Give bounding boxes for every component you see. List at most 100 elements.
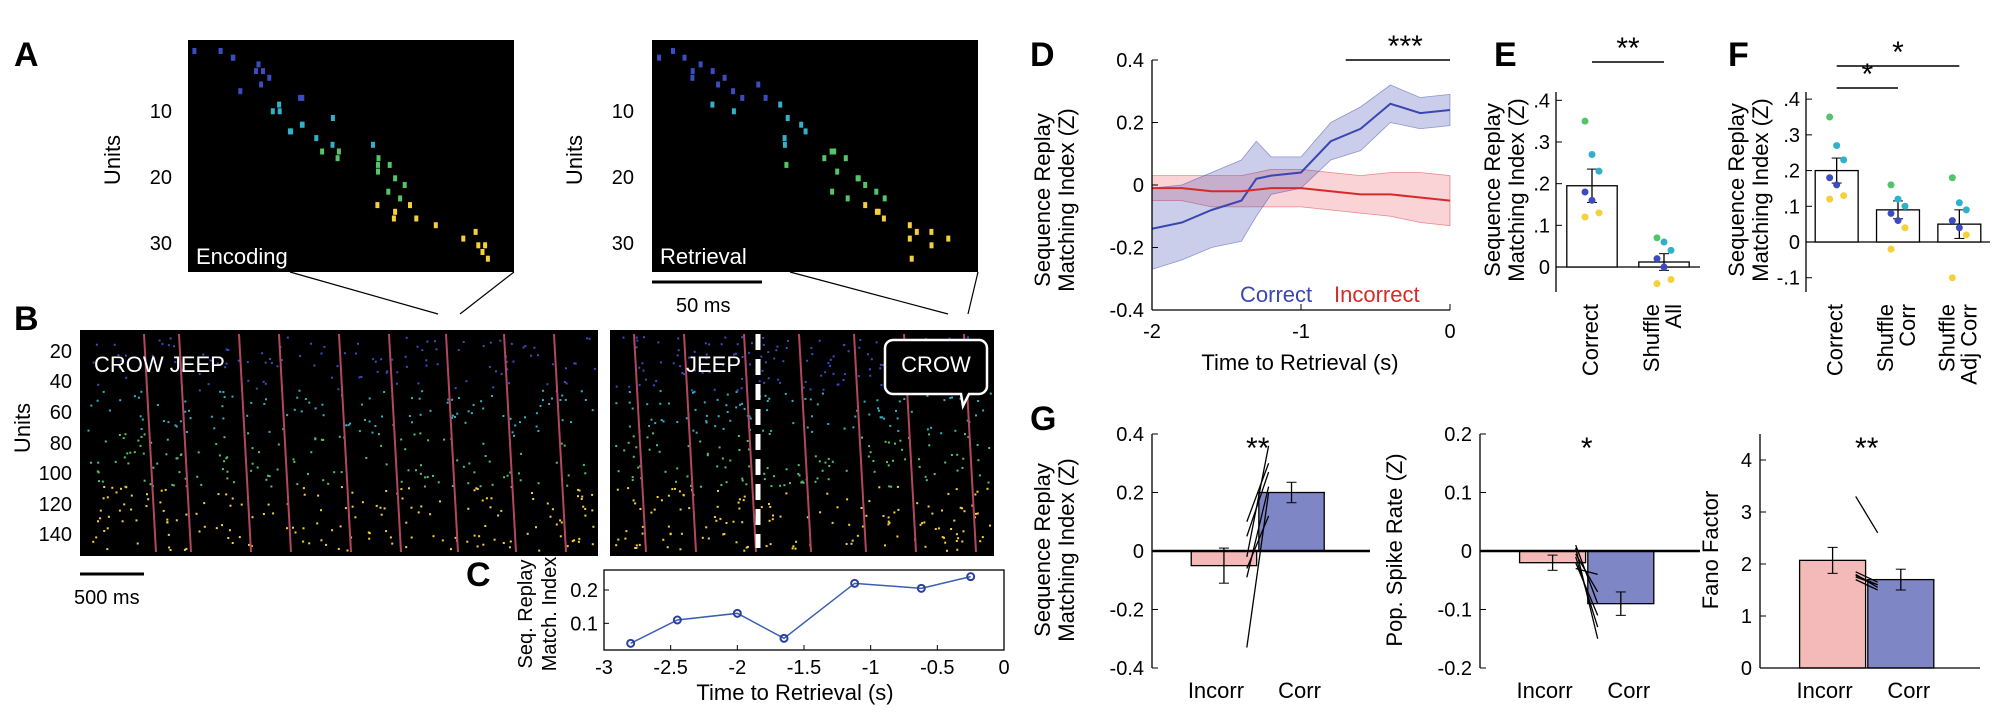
- spike-dot: [971, 504, 974, 507]
- spike-dot: [99, 517, 102, 520]
- spike-mark: [238, 88, 243, 95]
- spike-dot: [202, 353, 205, 356]
- spike-dot: [947, 492, 950, 495]
- spike-mark: [473, 228, 478, 235]
- spike-dot: [582, 463, 585, 466]
- spike-dot: [265, 478, 268, 481]
- panel-a-ylabel-right: Units: [562, 135, 587, 185]
- spike-dot: [405, 336, 408, 339]
- spike-dot: [967, 336, 969, 339]
- spike-dot: [646, 436, 649, 439]
- spike-dot: [639, 465, 642, 468]
- spike-dot: [429, 513, 432, 516]
- spike-dot: [890, 485, 893, 488]
- panel-a-ytick: 20: [612, 167, 634, 189]
- y-tick-label: -0.1: [1438, 600, 1472, 622]
- spike-dot: [948, 337, 951, 340]
- spike-dot: [416, 345, 419, 348]
- spike-dot: [918, 465, 921, 468]
- spike-dot: [615, 445, 618, 447]
- panel-e: Sequence Replay Matching Index (Z) 0 .1 .2…: [1480, 32, 1700, 376]
- data-dot: [1826, 174, 1834, 182]
- spike-dot: [407, 469, 410, 472]
- spike-mark: [782, 141, 787, 148]
- spike-dot: [762, 343, 765, 346]
- spike-dot: [418, 397, 421, 400]
- spike-dot: [451, 485, 454, 487]
- spike-dot: [410, 536, 413, 539]
- spike-dot: [396, 382, 398, 385]
- spike-mark: [376, 168, 380, 175]
- panel-g1-ylabel-1: Sequence Replay: [1030, 463, 1055, 637]
- spike-dot: [175, 457, 178, 460]
- spike-dot: [736, 389, 739, 392]
- spike-dot: [337, 547, 340, 550]
- spike-dot: [801, 480, 804, 483]
- x-category-label: Shuffle: [1639, 304, 1664, 372]
- spike-dot: [577, 540, 580, 543]
- spike-dot: [916, 502, 919, 505]
- spike-dot: [837, 383, 840, 386]
- chart-d: 0.4 0.2 0 -0.2 -0.4-2 -1 0 ***: [1110, 30, 1456, 343]
- spike-dot: [391, 542, 394, 545]
- spike-dot: [113, 343, 116, 346]
- spike-dot: [682, 494, 685, 497]
- pair-line: [1575, 567, 1598, 576]
- spike-dot: [677, 337, 680, 340]
- panel-letter-b: B: [14, 300, 39, 338]
- spike-dot: [581, 495, 584, 498]
- y-tick-label: -.1: [1777, 268, 1800, 290]
- spike-dot: [258, 451, 260, 454]
- spike-dot: [518, 472, 520, 475]
- spike-dot: [380, 358, 383, 361]
- spike-dot: [272, 512, 275, 515]
- data-dot: [1660, 238, 1668, 246]
- spike-dot: [537, 482, 540, 485]
- panel-f-ylabel-2: Matching Index (Z): [1748, 98, 1773, 281]
- spike-dot: [845, 469, 848, 472]
- spike-dot: [467, 410, 470, 413]
- spike-dot: [302, 487, 305, 490]
- spike-dot: [310, 342, 312, 345]
- spike-dot: [806, 426, 809, 429]
- spike-dot: [502, 415, 505, 417]
- spike-dot: [628, 425, 631, 428]
- spike-dot: [882, 515, 885, 517]
- pair-line: [1575, 544, 1599, 604]
- data-dot: [1833, 181, 1841, 189]
- spike-dot: [768, 519, 771, 522]
- spike-dot: [300, 410, 303, 413]
- spike-dot: [411, 397, 413, 400]
- data-dot: [1894, 217, 1902, 225]
- spike-dot: [247, 379, 250, 382]
- spike-dot: [172, 484, 175, 487]
- spike-dot: [166, 438, 169, 441]
- spike-dot: [302, 540, 305, 543]
- spike-dot: [976, 512, 979, 515]
- spike-mark: [330, 141, 335, 148]
- spike-dot: [565, 367, 567, 370]
- spike-dot: [142, 452, 145, 455]
- spike-dot: [365, 457, 368, 459]
- spike-dot: [563, 381, 566, 383]
- spike-dot: [383, 507, 386, 510]
- spike-dot: [308, 542, 311, 545]
- spike-dot: [791, 547, 794, 550]
- spike-dot: [307, 472, 309, 475]
- spike-dot: [821, 469, 824, 472]
- spike-dot: [261, 352, 263, 355]
- spike-dot: [954, 429, 957, 432]
- spike-mark: [314, 135, 319, 142]
- spike-dot: [918, 458, 920, 461]
- spike-mark: [671, 48, 675, 54]
- x-tick-label: 0: [1444, 321, 1455, 343]
- event-line: [633, 333, 647, 553]
- spike-dot: [183, 548, 186, 551]
- spike-dot: [743, 407, 746, 410]
- spike-dot: [140, 390, 143, 393]
- spike-dot: [672, 362, 675, 365]
- spike-dot: [627, 487, 630, 490]
- spike-dot: [678, 490, 681, 493]
- spike-mark: [335, 155, 340, 162]
- spike-dot: [688, 356, 691, 359]
